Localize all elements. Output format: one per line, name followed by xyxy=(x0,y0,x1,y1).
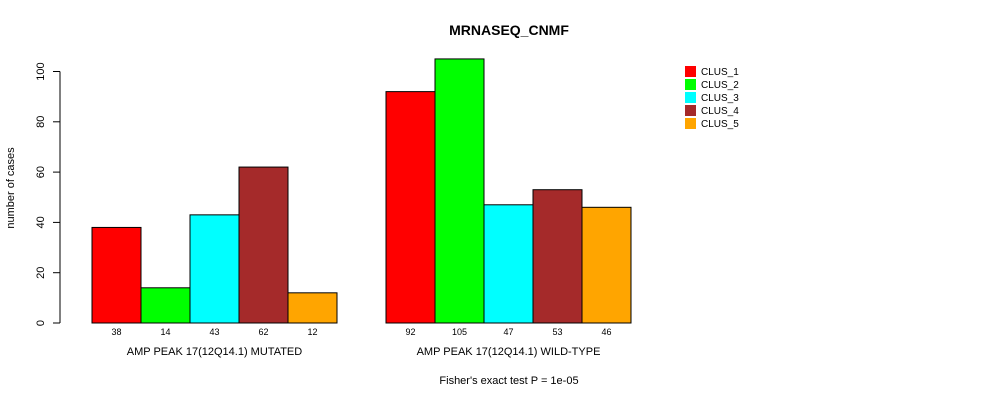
y-tick-label: 60 xyxy=(35,166,47,178)
bar-clus-5-group-2 xyxy=(581,206,632,324)
bar-clus-1-group-2 xyxy=(385,91,436,324)
bar-clus-1-group-1 xyxy=(91,226,142,324)
bar-clus-5-group-1 xyxy=(287,292,338,324)
bar-clus-3-group-1 xyxy=(189,214,240,324)
group-label-2: AMP PEAK 17(12Q14.1) WILD-TYPE xyxy=(417,346,601,358)
group-labels: AMP PEAK 17(12Q14.1) MUTATED AMP PEAK 17(… xyxy=(127,346,601,358)
y-axis: 0 20 40 60 80 100 xyxy=(35,62,61,326)
y-tick-label: 40 xyxy=(35,216,47,228)
bar-value-label: 12 xyxy=(307,327,317,337)
bar-clus-4-group-1 xyxy=(238,166,289,324)
legend-swatch-clus-5 xyxy=(685,118,696,129)
bar-value-label: 62 xyxy=(258,327,268,337)
bar-clus-2-group-2 xyxy=(434,58,485,324)
y-tick-label: 100 xyxy=(35,62,47,80)
legend-label-clus-5: CLUS_5 xyxy=(701,119,739,130)
bars-group xyxy=(91,58,632,324)
y-tick-label: 0 xyxy=(35,320,47,326)
bar-value-label: 47 xyxy=(503,327,513,337)
chart-title: MRNASEQ_CNMF xyxy=(449,22,569,38)
legend-label-clus-4: CLUS_4 xyxy=(701,106,739,117)
legend-swatch-clus-4 xyxy=(685,105,696,116)
legend-swatch-clus-2 xyxy=(685,79,696,90)
bar-value-label: 14 xyxy=(160,327,170,337)
bar-value-label: 46 xyxy=(601,327,611,337)
bar-value-label: 43 xyxy=(209,327,219,337)
group-label-1: AMP PEAK 17(12Q14.1) MUTATED xyxy=(127,346,303,358)
bar-clus-2-group-1 xyxy=(140,287,191,324)
bar-clus-4-group-2 xyxy=(532,189,583,324)
bar-value-label: 105 xyxy=(452,327,467,337)
legend-label-clus-2: CLUS_2 xyxy=(701,80,739,91)
bar-value-label: 53 xyxy=(552,327,562,337)
y-axis-label: number of cases xyxy=(5,147,17,229)
bar-clus-3-group-2 xyxy=(483,204,534,324)
data-labels-group: 38 14 43 62 12 92 105 47 53 46 xyxy=(111,327,611,337)
legend-swatch-clus-1 xyxy=(685,66,696,77)
footnote: Fisher's exact test P = 1e-05 xyxy=(439,375,578,387)
legend-label-clus-1: CLUS_1 xyxy=(701,67,739,78)
bar-value-label: 92 xyxy=(405,327,415,337)
legend-swatch-clus-3 xyxy=(685,92,696,103)
bar-value-label: 38 xyxy=(111,327,121,337)
y-tick-label: 20 xyxy=(35,267,47,279)
legend: CLUS_1 CLUS_2 CLUS_3 CLUS_4 CLUS_5 xyxy=(685,66,739,130)
y-tick-label: 80 xyxy=(35,116,47,128)
legend-label-clus-3: CLUS_3 xyxy=(701,93,739,104)
